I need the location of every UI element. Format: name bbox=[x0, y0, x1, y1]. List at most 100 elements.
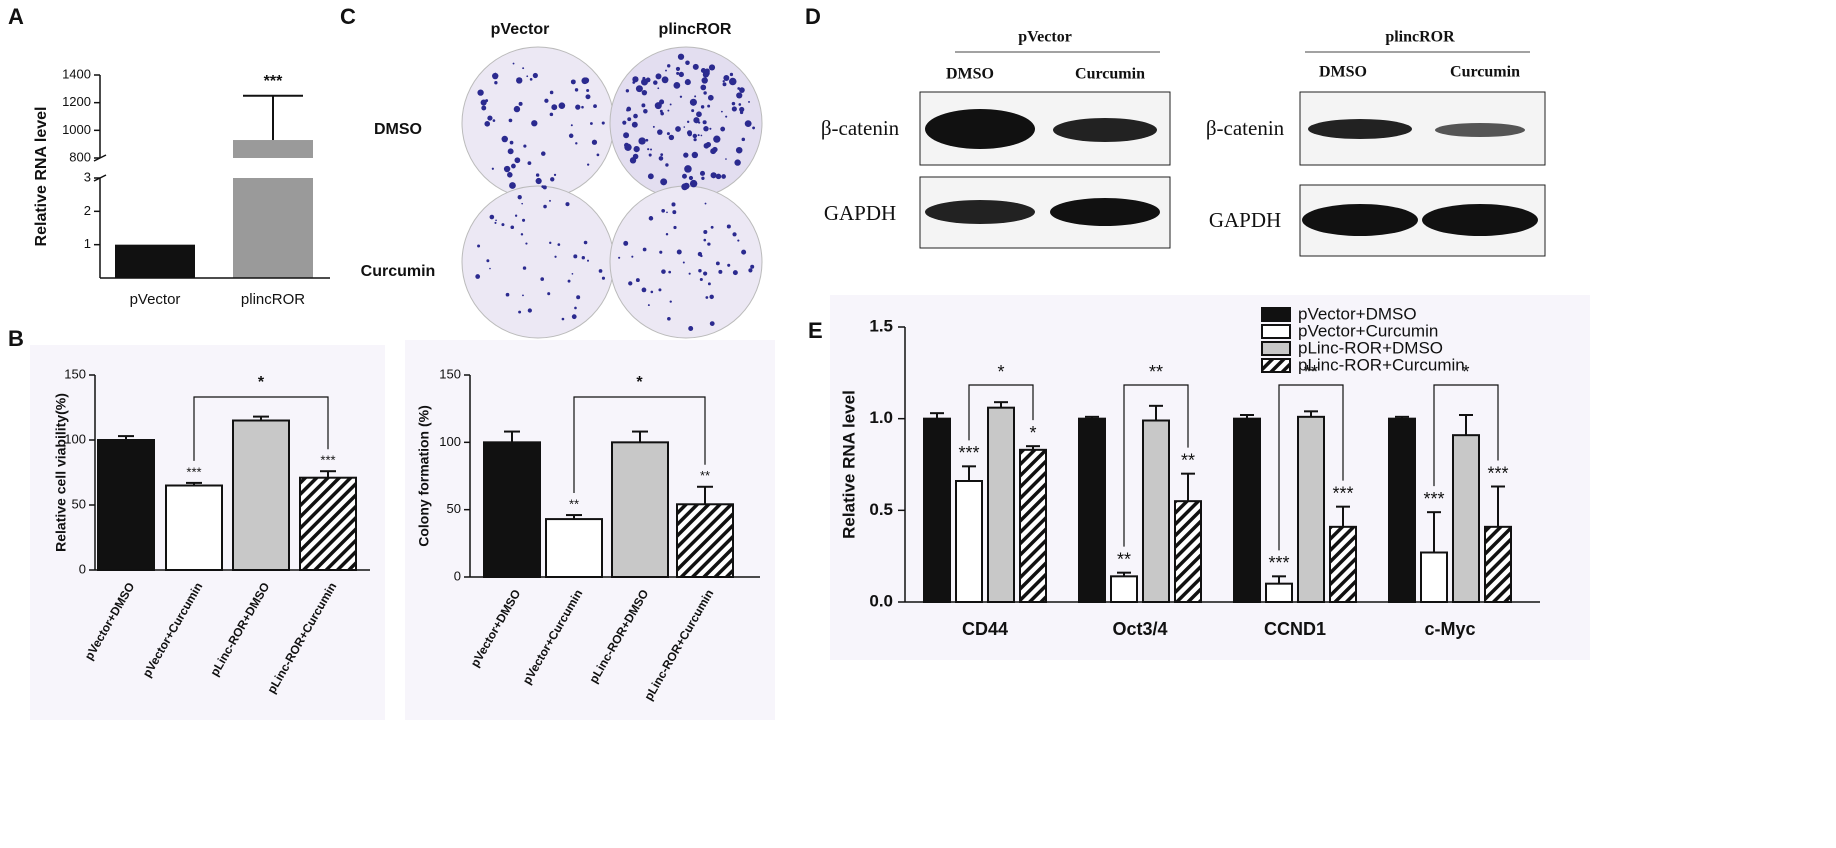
colony bbox=[726, 224, 731, 229]
colony bbox=[693, 117, 700, 124]
colony bbox=[675, 126, 681, 132]
x-tick-label: CD44 bbox=[962, 619, 1008, 639]
colony bbox=[669, 300, 672, 303]
colony bbox=[632, 76, 639, 83]
colony bbox=[574, 306, 577, 310]
colony bbox=[631, 121, 638, 128]
bracket bbox=[573, 396, 706, 494]
band bbox=[1422, 204, 1538, 236]
colony bbox=[666, 211, 668, 214]
colony bbox=[692, 133, 698, 139]
colony bbox=[622, 120, 627, 125]
colony bbox=[526, 75, 529, 78]
legend-swatch bbox=[1261, 307, 1291, 322]
colony bbox=[477, 89, 484, 96]
colony bbox=[549, 199, 551, 202]
colony bbox=[720, 126, 726, 132]
colony bbox=[596, 153, 600, 157]
colony bbox=[739, 106, 745, 113]
colony bbox=[732, 232, 737, 237]
colony bbox=[710, 225, 714, 229]
significance: * bbox=[1462, 362, 1469, 382]
blot bbox=[919, 51, 1546, 257]
colony bbox=[648, 216, 654, 221]
y-tick-label: 1400 bbox=[62, 66, 91, 81]
bar bbox=[165, 484, 223, 571]
colony bbox=[732, 270, 738, 276]
colony bbox=[659, 99, 665, 105]
colony bbox=[699, 170, 706, 176]
plate bbox=[609, 185, 763, 339]
colony bbox=[696, 111, 702, 118]
bar bbox=[1265, 582, 1293, 604]
colony bbox=[633, 145, 640, 153]
x-tick-label: pVector bbox=[130, 291, 181, 308]
colony bbox=[509, 182, 516, 189]
colony bbox=[725, 75, 729, 79]
colony bbox=[661, 208, 666, 213]
y-tick-label: 100 bbox=[439, 434, 461, 449]
colony bbox=[624, 142, 630, 148]
legend-swatch bbox=[1261, 358, 1291, 373]
y-tick-label: 150 bbox=[64, 366, 86, 381]
colony bbox=[660, 178, 668, 186]
colony bbox=[638, 137, 646, 145]
colony bbox=[659, 250, 663, 254]
bracket bbox=[193, 396, 329, 461]
colony bbox=[648, 153, 652, 157]
colony bbox=[685, 60, 690, 66]
colony bbox=[501, 223, 505, 227]
x-tick-label: Oct3/4 bbox=[1112, 619, 1167, 639]
colony bbox=[667, 64, 671, 68]
colony bbox=[598, 269, 603, 273]
colony bbox=[686, 130, 693, 136]
y-tick-label: 0.0 bbox=[869, 591, 893, 610]
y-axis-label: Relative RNA level bbox=[839, 390, 858, 539]
colony bbox=[633, 113, 638, 119]
colony bbox=[586, 88, 590, 93]
colony bbox=[697, 134, 700, 137]
colony bbox=[549, 112, 554, 117]
colony bbox=[571, 272, 574, 275]
significance: ** bbox=[1117, 549, 1131, 569]
colony bbox=[574, 88, 579, 92]
colony bbox=[709, 294, 714, 300]
colony bbox=[508, 118, 513, 123]
colony bbox=[667, 316, 671, 321]
colony bbox=[694, 95, 697, 98]
colony bbox=[698, 121, 701, 124]
colony bbox=[516, 77, 523, 84]
colony bbox=[692, 63, 699, 70]
column-label: pVector bbox=[491, 21, 550, 38]
colony bbox=[543, 204, 547, 209]
bar bbox=[1388, 417, 1416, 603]
colony bbox=[565, 202, 570, 207]
colony bbox=[677, 53, 685, 60]
bracket bbox=[1123, 384, 1189, 547]
bar bbox=[1019, 448, 1047, 604]
x-tick-label: plincROR bbox=[241, 291, 305, 308]
colony bbox=[681, 183, 689, 191]
colony bbox=[729, 72, 734, 77]
significance: *** bbox=[958, 443, 979, 463]
significance: ** bbox=[1149, 362, 1163, 382]
colony bbox=[701, 77, 708, 84]
colony bbox=[527, 308, 532, 313]
significance: * bbox=[636, 374, 643, 391]
significance: ** bbox=[569, 496, 579, 511]
colony bbox=[748, 268, 753, 273]
colony bbox=[683, 126, 686, 128]
colony bbox=[635, 278, 640, 283]
bar bbox=[1297, 415, 1325, 604]
bracket bbox=[1278, 384, 1344, 551]
colony bbox=[698, 269, 702, 273]
band bbox=[925, 109, 1035, 149]
y-tick-label: 0 bbox=[454, 568, 461, 583]
significance: * bbox=[258, 374, 265, 391]
significance: * bbox=[997, 362, 1004, 382]
colony bbox=[492, 72, 499, 80]
colony bbox=[660, 156, 663, 160]
colony bbox=[641, 287, 647, 293]
row-label: DMSO bbox=[374, 121, 422, 138]
bar bbox=[1110, 575, 1138, 603]
